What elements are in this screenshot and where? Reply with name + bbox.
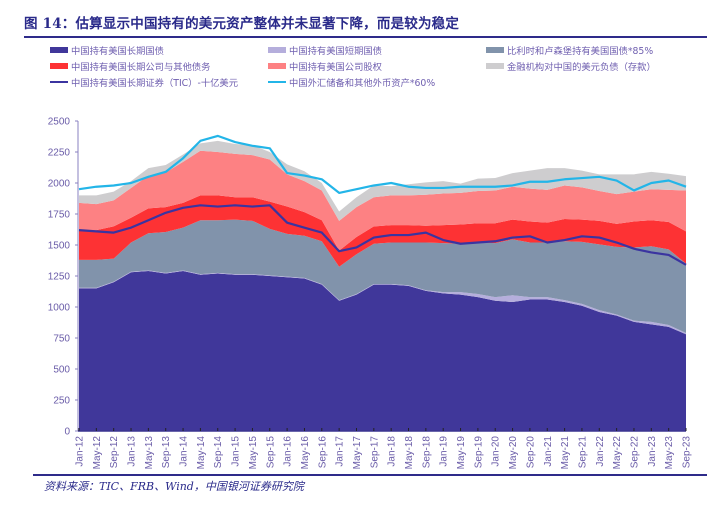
legend-swatch [486, 63, 504, 69]
legend-item-short-term-treasuries: 中国持有美国短期国债 [268, 43, 382, 57]
area-series-0 [79, 271, 686, 431]
x-tick-label: May-22 [612, 436, 623, 470]
line-series-1 [78, 134, 687, 195]
y-tick-label: 2500 [48, 117, 71, 128]
x-tick-label: Sep-16 [317, 436, 328, 469]
x-tick-label: Jan-12 [75, 436, 86, 467]
x-tick-label: Sep-20 [525, 436, 536, 469]
y-tick-label: 2250 [48, 148, 71, 159]
area-series-4 [79, 150, 686, 251]
area-series-5 [79, 140, 686, 221]
legend-label: 中国外汇储备和其他外币资产*60% [289, 78, 436, 89]
legend-item-corporate-debt: 中国持有美国长期公司与其他债务 [50, 59, 210, 73]
x-tick-label: May-23 [664, 436, 675, 470]
legend-swatch [50, 81, 68, 83]
legend-label: 中国持有美国短期国债 [289, 46, 382, 57]
x-tick-label: Sep-23 [682, 436, 693, 469]
x-tick-label: Jan-19 [439, 436, 450, 467]
title-divider [24, 36, 707, 38]
legend-item-belgium-luxembourg: 比利时和卢森堡持有美国国债*85% [486, 43, 653, 57]
legend-item-corporate-equity: 中国持有美国公司股权 [268, 59, 382, 73]
x-tick-label: Jan-23 [647, 436, 658, 467]
legend-swatch [50, 47, 68, 53]
y-tick-label: 250 [53, 396, 70, 407]
x-tick-label: May-21 [560, 436, 571, 470]
x-tick-label: May-20 [508, 436, 519, 470]
x-tick-label: Sep-13 [161, 436, 172, 469]
x-tick-label: Jan-15 [231, 436, 242, 467]
legend-swatch [50, 63, 68, 69]
x-tick-label: May-12 [92, 436, 103, 470]
y-tick-label: 1500 [48, 241, 71, 252]
x-tick-label: May-17 [352, 436, 363, 470]
x-tick-label: Jan-16 [283, 436, 294, 467]
x-tick-label: May-16 [300, 436, 311, 470]
legend-label: 中国持有美国公司股权 [289, 62, 382, 73]
source-note: 资料来源：TIC、FRB、Wind，中国银河证券研究院 [44, 480, 304, 493]
y-tick-label: 1750 [48, 210, 71, 221]
area-series-3 [79, 195, 686, 267]
legend-label: 比利时和卢森堡持有美国国债*85% [507, 46, 654, 57]
legend-swatch [486, 47, 504, 53]
legend-label: 中国持有美国长期国债 [71, 46, 164, 57]
legend-label: 中国持有美国长期证券（TIC）-十亿美元 [71, 78, 239, 89]
legend-item-deposits: 金融机构对中国的美元负债（存款） [486, 59, 656, 73]
x-tick-label: Sep-18 [421, 436, 432, 469]
x-tick-label: Jan-22 [595, 436, 606, 467]
x-tick-label: Jan-21 [543, 436, 554, 467]
x-tick-label: May-14 [196, 436, 207, 470]
x-tick-label: Sep-17 [369, 436, 380, 469]
area-series-2 [79, 219, 686, 334]
x-tick-label: Jan-14 [179, 436, 190, 467]
line-series-0 [78, 204, 687, 266]
legend-item-tic-line: 中国持有美国长期证券（TIC）-十亿美元 [50, 75, 238, 89]
legend-label: 中国持有美国长期公司与其他债务 [71, 62, 211, 73]
x-tick-label: Sep-14 [213, 436, 224, 469]
x-tick-label: Sep-21 [577, 436, 588, 469]
x-tick-label: May-18 [404, 436, 415, 470]
legend-swatch [268, 63, 286, 69]
x-tick-label: Sep-12 [109, 436, 120, 469]
legend-label: 金融机构对中国的美元负债（存款） [507, 62, 656, 73]
x-tick-label: Jan-20 [491, 436, 502, 467]
y-tick-label: 0 [64, 427, 70, 438]
x-tick-label: Sep-15 [265, 436, 276, 469]
x-tick-label: Jan-13 [127, 436, 138, 467]
x-tick-label: Sep-19 [473, 436, 484, 469]
y-tick-label: 500 [53, 365, 70, 376]
x-tick-label: May-13 [144, 436, 155, 470]
x-tick-label: May-19 [456, 436, 467, 470]
y-tick-label: 1250 [48, 272, 71, 283]
x-tick-label: Sep-22 [629, 436, 640, 469]
chart-title: 图 14：估算显示中国持有的美元资产整体并未显著下降，而是较为稳定 [24, 16, 460, 32]
y-tick-label: 750 [53, 334, 70, 345]
x-tick-label: Jan-17 [335, 436, 346, 467]
legend-item-fx-reserves-line: 中国外汇储备和其他外币资产*60% [268, 75, 435, 89]
y-tick-label: 1000 [48, 303, 71, 314]
y-tick-label: 2000 [48, 179, 71, 190]
legend-item-long-term-treasuries: 中国持有美国长期国债 [50, 43, 164, 57]
x-tick-label: May-15 [248, 436, 259, 470]
x-tick-label: Jan-18 [387, 436, 398, 467]
legend-swatch [268, 81, 286, 83]
source-divider [33, 474, 707, 476]
legend-swatch [268, 47, 286, 53]
